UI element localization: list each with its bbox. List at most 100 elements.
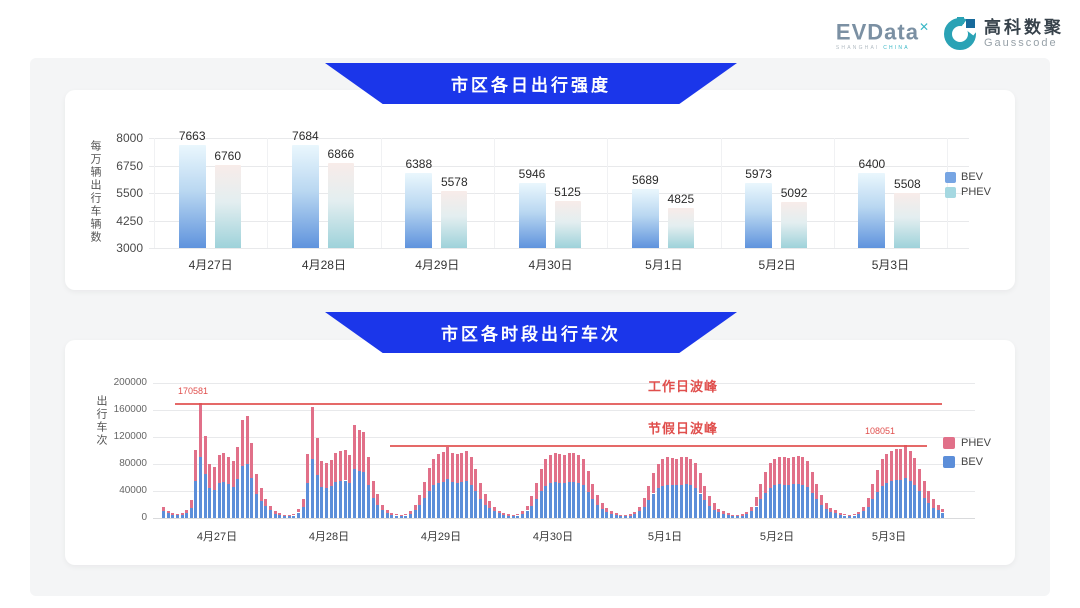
bar-phev	[852, 513, 856, 516]
bar-bev	[250, 477, 254, 518]
bar-bev	[609, 513, 613, 518]
bar-bev	[922, 497, 926, 518]
bar-phev	[917, 468, 921, 491]
x-axis-label: 4月27日	[188, 258, 233, 272]
bar-phev	[647, 485, 651, 501]
bar-bev	[474, 491, 478, 518]
gridline-y	[153, 410, 975, 411]
bar-phev	[707, 495, 711, 506]
bar-phev	[941, 509, 945, 513]
bar-bev	[941, 512, 945, 518]
bar-phev	[399, 514, 403, 516]
bar-phev	[763, 472, 767, 493]
bar-phev	[227, 456, 231, 485]
daily-intensity-card: 每万辆出行车辆数 8000 6750 5500 4250 3000 4月27日 7663 67…	[65, 90, 1015, 290]
bar-bev	[376, 504, 380, 518]
legend-label-phev[interactable]: PHEV	[961, 186, 991, 198]
bar-phev	[245, 416, 249, 464]
bar-phev	[161, 507, 165, 512]
bar-phev	[885, 453, 889, 483]
bar-value-label-bev: 7663	[178, 129, 206, 144]
bar-phev	[259, 487, 263, 501]
bar-value-label-phev: 4825	[667, 191, 695, 206]
x-axis-label: 5月3日	[871, 258, 910, 272]
bar-phev	[866, 498, 870, 508]
legend-swatch-bev[interactable]	[943, 456, 955, 468]
bar-phev	[297, 509, 301, 513]
bar-bev	[553, 482, 557, 518]
bar-bev	[511, 515, 515, 518]
bar-bev	[507, 515, 511, 518]
holiday-peak-line	[390, 445, 927, 448]
bar-bev	[483, 504, 487, 518]
bar-phev	[292, 513, 296, 516]
bar-phev	[185, 509, 189, 513]
bar-phev	[535, 482, 539, 499]
bar-phev	[810, 472, 814, 493]
bar-phev	[759, 484, 763, 500]
gridline-y	[153, 518, 975, 519]
bar-bev	[726, 515, 730, 518]
daily-intensity-chart: 8000 6750 5500 4250 3000 4月27日 7663 6760 4月28日 76…	[65, 90, 1015, 290]
bar-bev	[409, 513, 413, 518]
bar-phev	[327, 162, 354, 248]
bar-bev	[631, 188, 659, 248]
legend-label-phev[interactable]: PHEV	[961, 437, 991, 449]
holiday-peak-label: 节假日波峰	[648, 421, 719, 437]
legend-label-bev[interactable]: BEV	[961, 171, 984, 183]
bar-phev	[175, 513, 179, 516]
bar-bev	[684, 484, 688, 518]
bar-phev	[805, 461, 809, 487]
bar-bev	[880, 485, 884, 518]
bar-phev	[796, 455, 800, 484]
bar-bev	[899, 480, 903, 518]
bar-bev	[213, 489, 217, 518]
gridline-x	[154, 138, 155, 248]
bar-phev	[180, 513, 184, 516]
bar-bev	[194, 481, 198, 518]
bar-bev	[423, 498, 427, 518]
bar-bev	[292, 515, 296, 518]
bar-bev	[353, 468, 357, 518]
chart1-banner-title: 市区各日出行强度	[325, 63, 737, 104]
legend-swatch-bev[interactable]	[945, 172, 956, 183]
bar-phev	[899, 449, 903, 481]
bar-phev	[348, 454, 352, 484]
gausscode-logo: 高科数聚 Gausscode	[944, 16, 1064, 50]
bar-phev	[591, 484, 595, 500]
bar-bev	[768, 487, 772, 518]
bar-bev	[441, 481, 445, 518]
bar-phev	[745, 511, 749, 515]
bar-phev	[880, 459, 884, 486]
legend-swatch-phev[interactable]	[943, 437, 955, 449]
gausscode-g-icon	[944, 16, 980, 50]
bar-bev	[175, 515, 179, 518]
bar-phev	[315, 438, 319, 476]
bar-bev	[773, 485, 777, 518]
bar-bev	[418, 505, 422, 518]
bar-phev	[586, 470, 590, 493]
bar-phev	[455, 453, 459, 483]
bar-phev	[633, 511, 637, 515]
bar-phev	[623, 515, 627, 517]
bar-phev	[861, 507, 865, 512]
bar-phev	[595, 495, 599, 506]
bar-phev	[781, 201, 808, 248]
bar-phev	[889, 450, 893, 481]
legend-label-bev[interactable]: BEV	[961, 456, 984, 468]
evdata-wordmark: EVData✕	[836, 16, 930, 43]
gausscode-square-teal	[957, 16, 964, 24]
bar-bev	[493, 511, 497, 518]
bar-bev	[413, 510, 417, 518]
bar-bev	[637, 511, 641, 518]
y-axis-tick-label: 0	[141, 512, 147, 523]
legend-swatch-phev[interactable]	[945, 187, 956, 198]
bar-phev	[214, 165, 241, 248]
bar-bev	[693, 487, 697, 518]
bar-bev	[488, 508, 492, 518]
bar-bev	[301, 507, 305, 518]
bar-bev	[446, 478, 450, 518]
bar-bev	[371, 497, 375, 518]
bar-bev	[679, 484, 683, 518]
